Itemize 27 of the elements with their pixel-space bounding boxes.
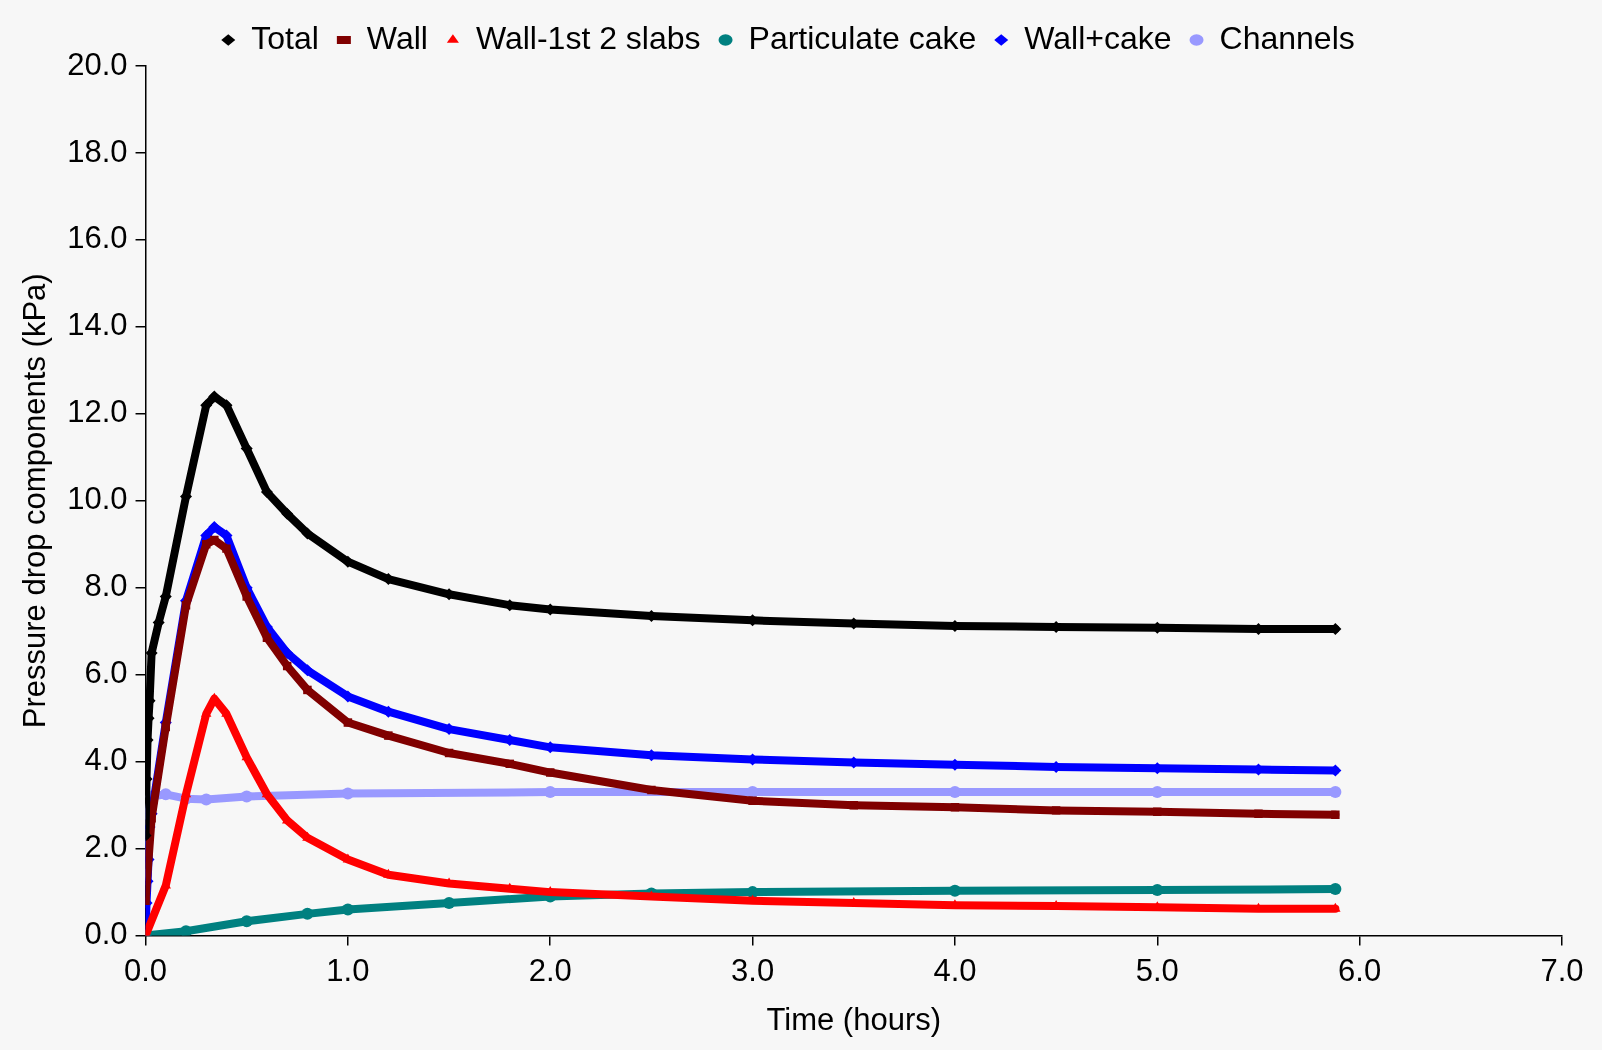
y-tick-label: 0.0 (84, 916, 128, 952)
y-tick-label: 10.0 (67, 481, 128, 517)
y-tick-label: 20.0 (67, 46, 128, 82)
y-tick-label: 8.0 (84, 568, 128, 604)
y-tick-label: 18.0 (67, 133, 128, 169)
y-tick-label: 6.0 (84, 655, 128, 691)
x-tick-label: 4.0 (933, 952, 977, 988)
y-tick-label: 12.0 (67, 394, 128, 430)
x-tick-label: 5.0 (1135, 952, 1179, 988)
legend-label: Wall+cake (1024, 19, 1172, 56)
legend-label: Total (251, 19, 319, 56)
x-axis-title: Time (hours) (766, 1001, 942, 1037)
y-axis-title: Pressure drop components (kPa) (17, 273, 53, 729)
x-tick-label: 2.0 (528, 952, 572, 988)
x-tick-label: 1.0 (326, 952, 370, 988)
x-tick-label: 6.0 (1338, 952, 1382, 988)
y-tick-label: 4.0 (84, 742, 128, 778)
x-tick-label: 7.0 (1540, 952, 1584, 988)
legend-label: Wall-1st 2 slabs (475, 19, 701, 56)
legend-label: Wall (366, 19, 428, 56)
y-tick-label: 16.0 (67, 220, 128, 256)
x-tick-label: 0.0 (123, 952, 168, 988)
x-tick-label: 3.0 (731, 952, 775, 988)
legend-label: Particulate cake (748, 19, 977, 56)
y-tick-label: 14.0 (67, 307, 128, 343)
y-tick-label: 2.0 (84, 829, 128, 865)
legend-label: Channels (1219, 19, 1355, 56)
